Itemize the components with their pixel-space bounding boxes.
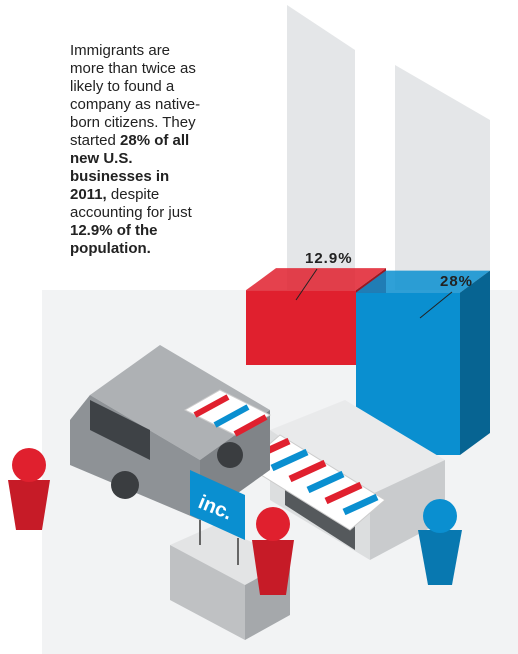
bar-top — [246, 268, 386, 291]
food-truck — [70, 345, 272, 520]
annotation-text: 12.9% of the population. — [70, 222, 158, 257]
backdrop-panel — [287, 5, 355, 290]
bar-top — [356, 270, 490, 293]
bar-front — [246, 290, 356, 365]
person-blue — [418, 499, 462, 585]
value-label: 28% — [440, 273, 473, 290]
annotation-text: Immigrants are more than twice as likely… — [70, 42, 201, 149]
awning — [244, 434, 386, 531]
annotation: Immigrants are more than twice as likely… — [64, 38, 210, 264]
person-red — [8, 448, 50, 530]
counter: inc. — [170, 470, 290, 640]
bar-side — [460, 270, 490, 455]
bar — [356, 270, 490, 455]
annotation-text: 28% of all new U.S. businesses in 2011, — [70, 132, 190, 203]
person-red — [252, 507, 294, 595]
leader-line — [419, 291, 453, 319]
annotation-text: despite accounting for just — [70, 186, 192, 221]
leader-line — [295, 268, 318, 301]
value-label: 12.9% — [305, 250, 353, 267]
